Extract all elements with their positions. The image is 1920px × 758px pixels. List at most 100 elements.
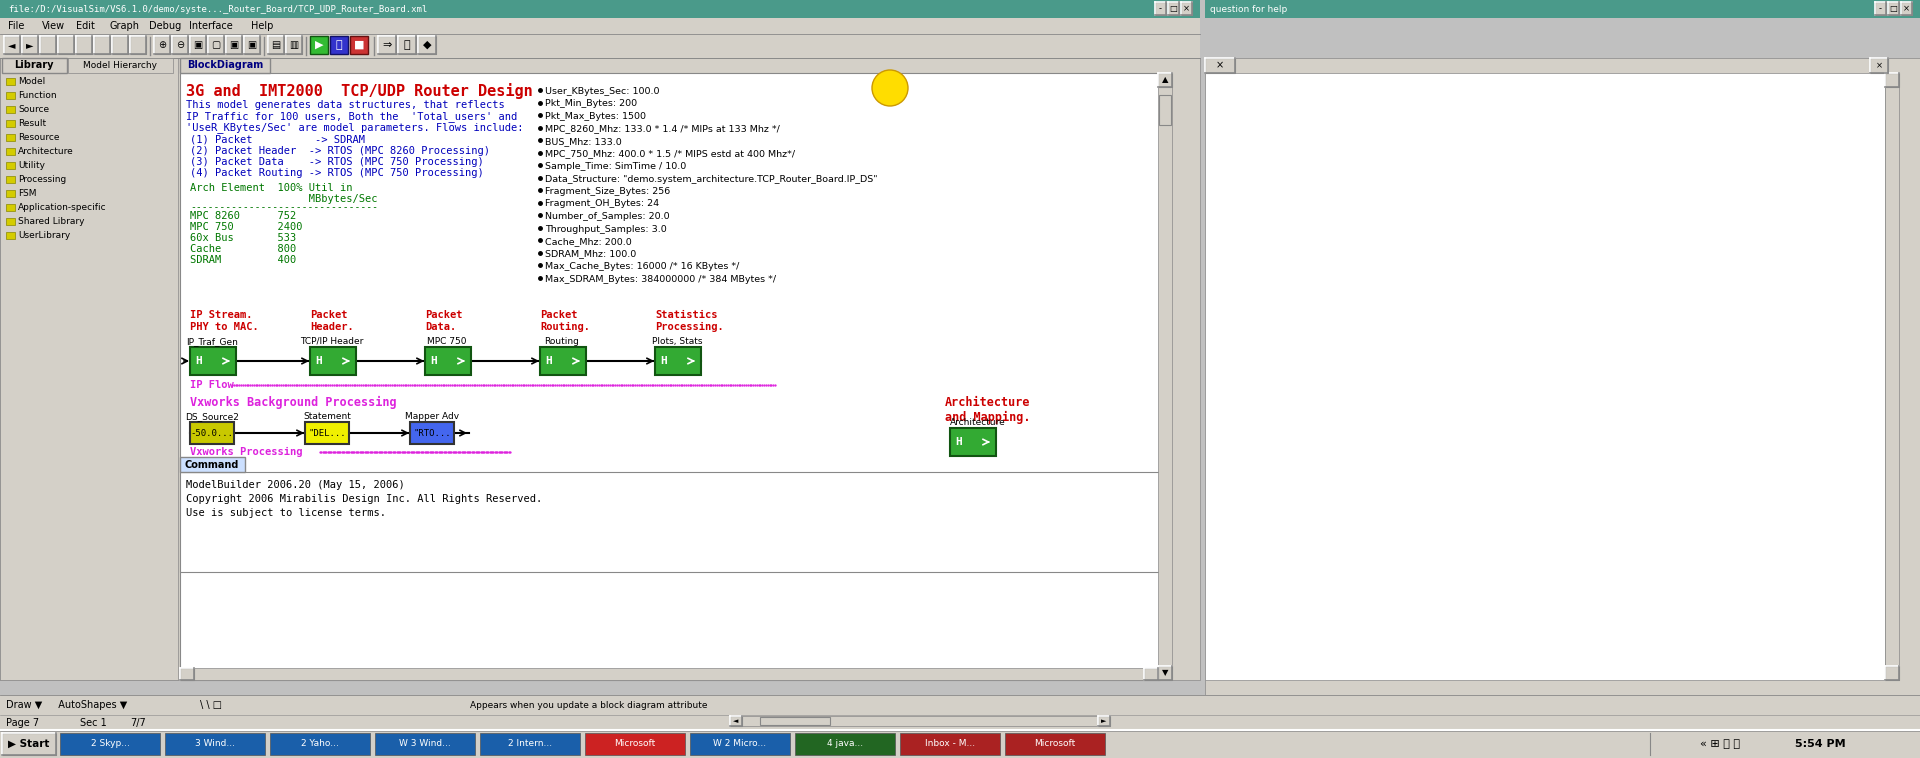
Text: Routing: Routing: [545, 337, 580, 346]
Text: ◆: ◆: [422, 40, 432, 50]
Text: (1) Packet          -> SDRAM: (1) Packet -> SDRAM: [190, 135, 365, 145]
Bar: [730, 716, 741, 726]
Text: question for help: question for help: [1210, 5, 1286, 14]
Bar: [6, 134, 15, 141]
Text: Resource: Resource: [17, 133, 60, 142]
Bar: [730, 716, 1110, 726]
Text: ×: ×: [1183, 4, 1190, 13]
Text: Microsoft: Microsoft: [614, 740, 655, 748]
Bar: [397, 36, 417, 54]
Text: Pkt_Min_Bytes: 200: Pkt_Min_Bytes: 200: [545, 99, 637, 108]
Bar: [1160, 95, 1171, 125]
Text: TCP/IP Header: TCP/IP Header: [300, 337, 363, 346]
Text: AutoShapes ▼: AutoShapes ▼: [52, 700, 127, 710]
Bar: [6, 92, 15, 99]
Text: Function: Function: [17, 91, 56, 100]
Text: Vxworks Processing: Vxworks Processing: [190, 447, 303, 457]
Text: Model Hierarchy: Model Hierarchy: [83, 61, 157, 70]
Text: Statement: Statement: [303, 412, 351, 421]
Text: Help: Help: [250, 21, 273, 31]
Bar: [309, 36, 328, 54]
Bar: [586, 733, 685, 755]
Text: ▼: ▼: [1162, 669, 1167, 678]
Bar: [4, 36, 19, 54]
Text: Sec 1: Sec 1: [81, 718, 108, 728]
Text: Use is subject to license terms.: Use is subject to license terms.: [186, 508, 386, 518]
Bar: [689, 733, 789, 755]
Bar: [330, 36, 348, 54]
Bar: [349, 36, 369, 54]
Bar: [60, 733, 159, 755]
Bar: [1901, 2, 1912, 15]
Text: Packet
Header.: Packet Header.: [309, 310, 353, 331]
Bar: [21, 36, 38, 54]
Bar: [1885, 73, 1899, 680]
Text: Cache         800: Cache 800: [190, 244, 296, 254]
Bar: [58, 36, 75, 54]
Text: (2) Packet Header  -> RTOS (MPC 8260 Processing): (2) Packet Header -> RTOS (MPC 8260 Proc…: [190, 146, 490, 156]
Text: W 2 Micro...: W 2 Micro...: [714, 740, 766, 748]
Bar: [6, 232, 15, 239]
Bar: [1870, 58, 1887, 73]
Bar: [0, 715, 1920, 731]
Text: Graph: Graph: [109, 21, 140, 31]
Bar: [269, 36, 284, 54]
Bar: [1158, 73, 1171, 680]
Bar: [286, 36, 301, 54]
Bar: [1098, 716, 1110, 726]
Bar: [1887, 2, 1899, 15]
Bar: [374, 733, 474, 755]
Text: Mapper Adv: Mapper Adv: [405, 412, 459, 421]
Text: Number_of_Samples: 20.0: Number_of_Samples: 20.0: [545, 212, 670, 221]
Text: MPC 750       2400: MPC 750 2400: [190, 222, 303, 232]
Bar: [1206, 58, 1920, 695]
Bar: [180, 73, 1160, 680]
Bar: [190, 36, 205, 54]
Text: 2 Intern...: 2 Intern...: [509, 740, 553, 748]
Bar: [0, 695, 1920, 715]
Text: File: File: [8, 21, 25, 31]
Text: ▥: ▥: [290, 40, 300, 50]
Text: "RTO...: "RTO...: [413, 428, 451, 437]
Bar: [1158, 73, 1171, 87]
Bar: [6, 162, 15, 169]
Text: Packet
Routing.: Packet Routing.: [540, 310, 589, 332]
Bar: [180, 668, 1158, 680]
Text: --------------------------------: --------------------------------: [190, 202, 378, 212]
Text: Statistics
Processing.: Statistics Processing.: [655, 310, 724, 332]
Bar: [1004, 733, 1106, 755]
Bar: [180, 457, 246, 472]
Text: ⏹: ⏹: [403, 40, 411, 50]
Text: Sample_Time: SimTime / 10.0: Sample_Time: SimTime / 10.0: [545, 162, 685, 171]
Bar: [1158, 666, 1171, 680]
Bar: [67, 58, 173, 73]
Bar: [154, 36, 171, 54]
Text: Result: Result: [17, 119, 46, 128]
Text: MPC_8260_Mhz: 133.0 * 1.4 /* MIPs at 133 Mhz */: MPC_8260_Mhz: 133.0 * 1.4 /* MIPs at 133…: [545, 124, 780, 133]
Text: -: -: [1160, 4, 1162, 13]
Bar: [480, 733, 580, 755]
Bar: [190, 422, 234, 444]
Bar: [1206, 0, 1920, 18]
Text: Arch Element  100% Util in: Arch Element 100% Util in: [190, 183, 353, 193]
Text: BlockDiagram: BlockDiagram: [186, 61, 263, 70]
Text: ►: ►: [27, 40, 35, 50]
Text: "DEL...: "DEL...: [309, 428, 346, 437]
Text: ▶ Start: ▶ Start: [8, 739, 50, 749]
Text: IP Stream.
PHY to MAC.: IP Stream. PHY to MAC.: [190, 310, 259, 331]
Text: Model: Model: [17, 77, 46, 86]
Bar: [305, 422, 349, 444]
Text: ×: ×: [1876, 61, 1882, 70]
Bar: [0, 18, 1200, 34]
Text: Microsoft: Microsoft: [1035, 740, 1075, 748]
Text: W 3 Wind...: W 3 Wind...: [399, 740, 451, 748]
Text: ►: ►: [1102, 718, 1106, 724]
Text: Utility: Utility: [17, 161, 44, 170]
Bar: [94, 36, 109, 54]
Text: Application-specific: Application-specific: [17, 203, 108, 212]
Text: Fragment_Size_Bytes: 256: Fragment_Size_Bytes: 256: [545, 187, 670, 196]
Bar: [271, 733, 371, 755]
Text: 60x Bus       533: 60x Bus 533: [190, 233, 296, 243]
Text: ×: ×: [1903, 4, 1910, 13]
Text: 2 Yaho...: 2 Yaho...: [301, 740, 340, 748]
